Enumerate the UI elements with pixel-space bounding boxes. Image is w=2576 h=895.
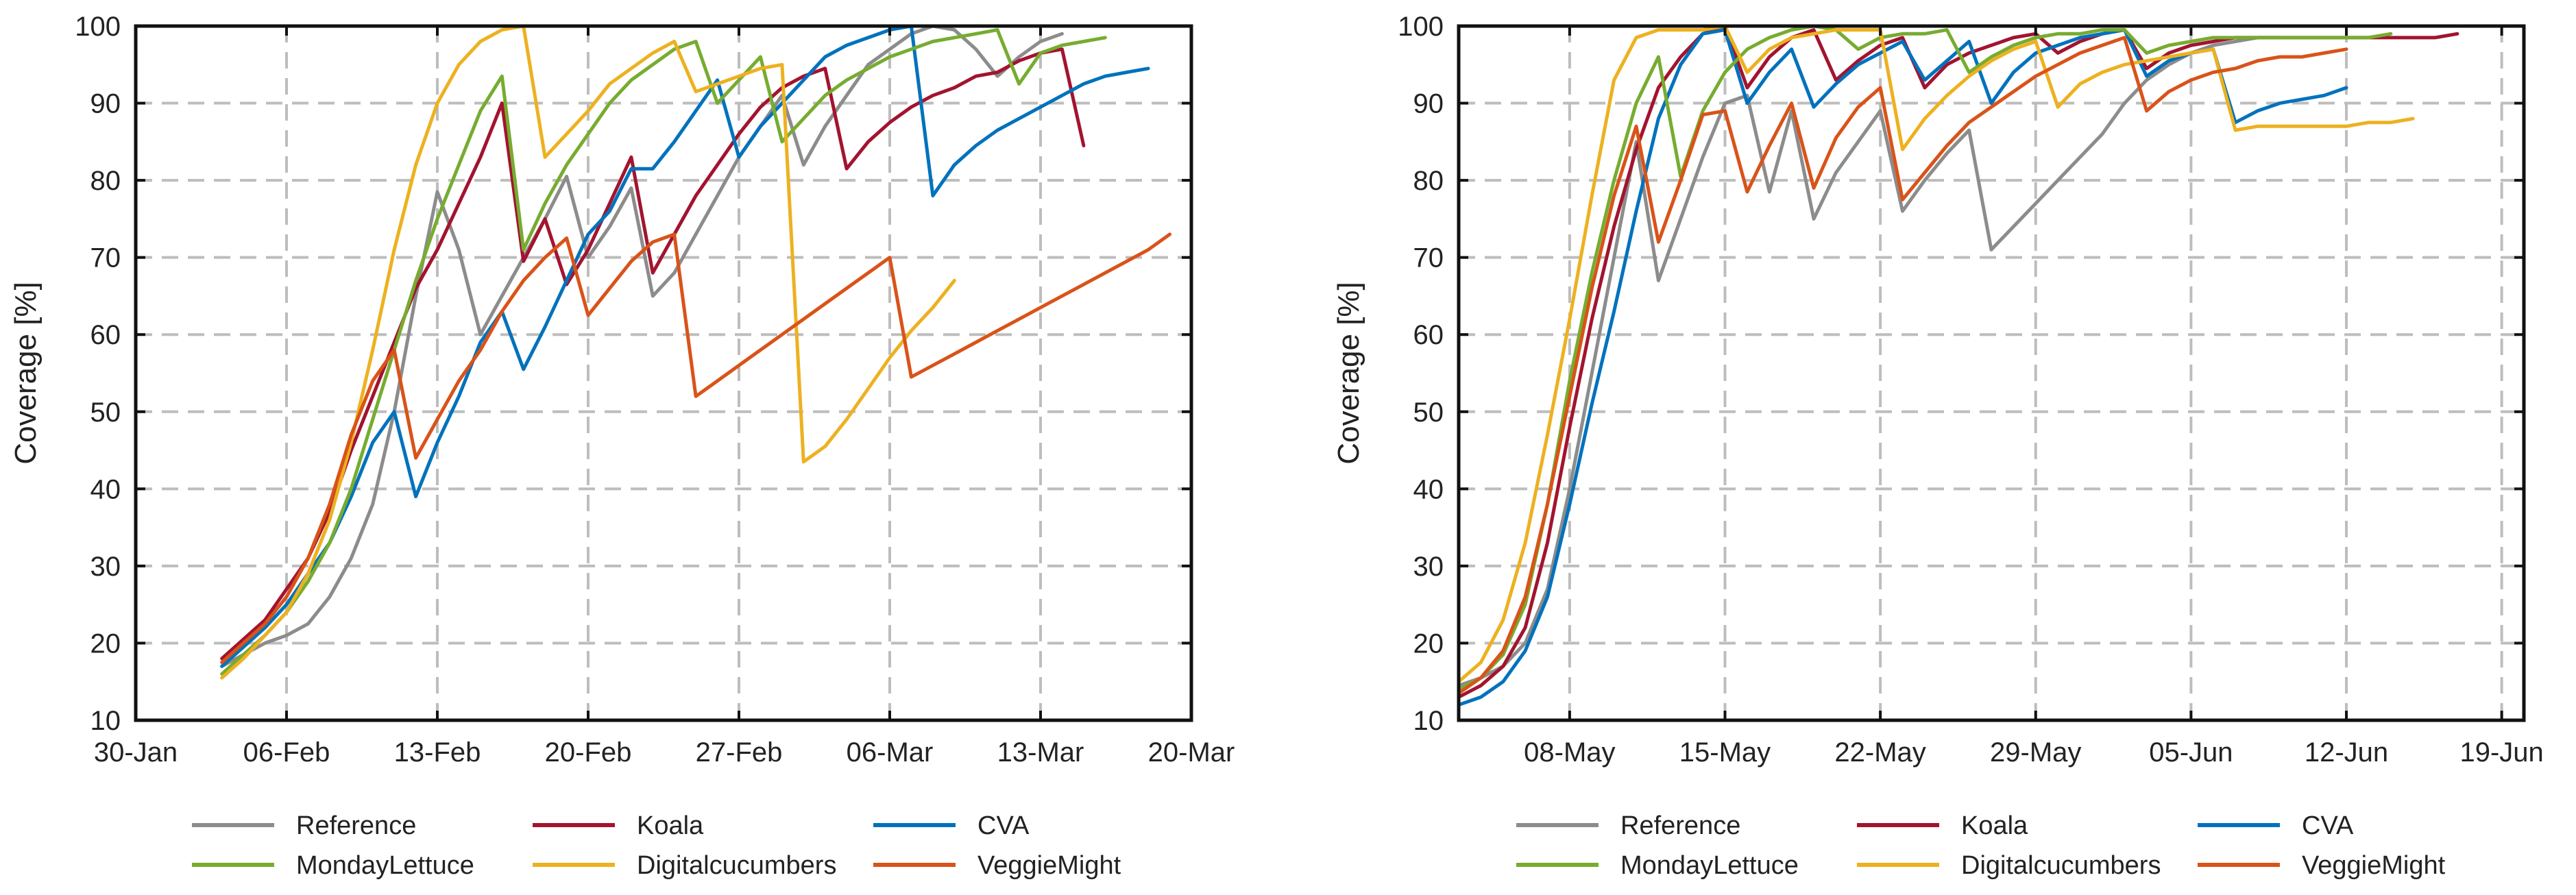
legend-label: Digitalcucumbers [1961,851,2161,880]
legend-label: Digitalcucumbers [637,851,836,880]
y-tick-label: 40 [1413,474,1444,504]
x-axis: 08-May 15-May 22-May 29-May 05-Jun 12-Jun 19-J… [1524,26,2544,768]
x-tick-label: 06-Feb [243,737,330,768]
legend-label: MondayLettuce [1620,851,1799,880]
y-axis-title: Coverage [%] [9,282,42,465]
y-tick-label: 90 [90,89,121,119]
series-line-digitalcucumbers [1459,24,2415,684]
y-tick-label: 50 [90,397,121,428]
y-tick-label: 30 [90,552,121,582]
x-tick-label: 22-May [1834,737,1925,768]
series-line-koala [220,47,1086,661]
x-tick-label: 06-Mar [847,737,934,768]
y-axis: 10 20 30 40 50 60 70 80 90 100 [1398,12,2524,736]
grid [1459,26,2524,720]
legend-label: VeggieMight [2302,851,2446,880]
x-tick-label: 13-Feb [394,737,481,768]
y-tick-label: 30 [1413,552,1444,582]
x-tick-label: 15-May [1679,737,1771,768]
x-axis: 30-Jan 06-Feb 13-Feb 20-Feb 27-Feb 06-Mar 13-M… [94,26,1235,768]
legend-label: Koala [1961,811,2028,840]
x-tick-label: 12-Jun [2305,737,2388,768]
y-tick-label: 20 [90,628,121,659]
legend-label: Koala [637,811,704,840]
y-tick-label: 60 [1413,320,1444,350]
series-group [1459,24,2459,707]
x-tick-label: 20-Feb [545,737,632,768]
series-line-mondaylettuce [220,28,1107,676]
legend-label: CVA [977,811,1030,840]
legend-label: MondayLettuce [296,851,474,880]
y-axis-title: Coverage [%] [1332,282,1365,465]
x-tick-label: 19-Jun [2459,737,2543,768]
plot-frame [134,24,1193,722]
legend-label: VeggieMight [977,851,1121,880]
series-line-cva [220,24,1150,668]
series-line-veggiemight [1459,36,2348,696]
y-tick-label: 10 [90,706,121,736]
y-tick-label: 10 [1413,706,1444,736]
x-tick-label: 08-May [1524,737,1615,768]
series-group [220,24,1172,680]
y-tick-label: 90 [1413,89,1444,119]
legend-label: Reference [296,811,416,840]
left-chart-panel: 10 20 30 40 50 60 70 80 90 100 30-Jan 06-Feb 13-Feb 2… [9,12,1235,880]
y-tick-label: 80 [90,166,121,196]
x-tick-label: 30-Jan [94,737,178,768]
y-tick-label: 60 [90,320,121,350]
y-tick-label: 70 [90,243,121,273]
y-tick-label: 80 [1413,166,1444,196]
series-line-digitalcucumbers [220,24,956,680]
x-tick-label: 20-Mar [1148,737,1235,768]
series-line-veggiemight [220,232,1172,665]
grid [136,26,1191,720]
y-tick-label: 100 [75,12,121,42]
series-line-reference [220,24,1064,668]
x-tick-label: 29-May [1990,737,2081,768]
legend-label: Reference [1620,811,1740,840]
series-line-reference [1459,36,2282,687]
x-tick-label: 13-Mar [997,737,1084,768]
legend: Reference Koala CVA MondayLettuce Digitalcuc… [192,811,1121,880]
legend: Reference Koala CVA MondayLettuce Digitalcuc… [1516,811,2446,880]
plot-frame [1457,24,2526,722]
y-tick-label: 50 [1413,397,1444,428]
y-axis: 10 20 30 40 50 60 70 80 90 100 [75,12,1191,736]
x-tick-label: 27-Feb [696,737,783,768]
y-tick-label: 70 [1413,243,1444,273]
x-tick-label: 05-Jun [2149,737,2233,768]
y-tick-label: 20 [1413,628,1444,659]
series-line-mondaylettuce [1459,24,2393,691]
legend-label: CVA [2302,811,2354,840]
y-tick-label: 100 [1398,12,1444,42]
y-tick-label: 40 [90,474,121,504]
right-chart-panel: 10 20 30 40 50 60 70 80 90 100 08-May 15-May 22-May 2… [1332,12,2544,880]
